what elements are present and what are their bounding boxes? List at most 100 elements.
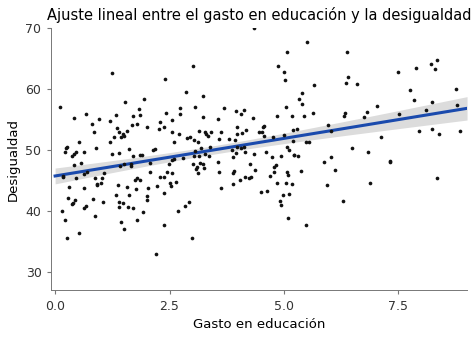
Point: [344, 75, 352, 80]
Point: [214, 116, 221, 122]
Point: [302, 222, 310, 227]
Point: [70, 162, 78, 168]
Point: [217, 186, 224, 191]
Point: [168, 130, 175, 135]
Point: [72, 149, 80, 154]
Point: [110, 135, 118, 140]
Point: [204, 134, 212, 139]
Point: [117, 164, 124, 169]
Point: [229, 170, 237, 176]
Point: [82, 203, 90, 208]
Point: [153, 183, 160, 189]
Point: [229, 182, 237, 187]
Point: [280, 69, 288, 74]
Point: [182, 89, 189, 94]
Point: [77, 160, 85, 165]
Point: [91, 214, 99, 219]
Point: [406, 88, 414, 93]
Point: [189, 63, 196, 68]
Point: [195, 154, 202, 159]
Point: [288, 113, 296, 118]
Point: [133, 175, 141, 180]
Point: [112, 192, 120, 198]
Point: [120, 134, 128, 139]
Point: [255, 129, 263, 135]
Point: [146, 170, 154, 175]
Point: [144, 197, 151, 203]
Point: [290, 152, 298, 158]
Point: [191, 148, 199, 153]
Point: [93, 182, 101, 187]
Point: [96, 116, 103, 121]
Point: [284, 173, 292, 178]
X-axis label: Gasto en educación: Gasto en educación: [192, 318, 325, 331]
Point: [228, 147, 236, 152]
Point: [156, 120, 164, 125]
Point: [124, 205, 132, 210]
Point: [115, 204, 123, 209]
Point: [373, 103, 381, 109]
Point: [364, 109, 371, 115]
Point: [115, 199, 123, 205]
Point: [199, 93, 207, 98]
Point: [452, 87, 459, 92]
Point: [297, 169, 305, 174]
Point: [348, 145, 356, 150]
Point: [174, 209, 182, 214]
Point: [274, 63, 282, 68]
Title: Ajuste lineal entre el gasto en educación y la desigualdad: Ajuste lineal entre el gasto en educació…: [46, 7, 471, 23]
Point: [293, 126, 301, 132]
Point: [58, 209, 65, 214]
Point: [207, 129, 214, 135]
Point: [82, 111, 90, 116]
Point: [258, 129, 265, 135]
Point: [377, 134, 384, 139]
Point: [106, 118, 113, 124]
Point: [331, 167, 338, 172]
Point: [263, 188, 271, 193]
Point: [289, 138, 297, 144]
Point: [190, 153, 198, 159]
Point: [281, 132, 288, 138]
Point: [194, 139, 202, 145]
Point: [56, 104, 64, 110]
Point: [327, 128, 335, 134]
Point: [453, 102, 461, 107]
Point: [136, 152, 144, 158]
Point: [133, 121, 141, 127]
Point: [128, 122, 136, 127]
Point: [365, 149, 372, 155]
Point: [88, 121, 95, 127]
Point: [131, 178, 139, 183]
Point: [277, 153, 284, 159]
Point: [63, 144, 70, 149]
Point: [394, 69, 401, 75]
Point: [288, 182, 295, 187]
Point: [191, 104, 199, 110]
Point: [247, 174, 255, 179]
Point: [300, 114, 308, 119]
Point: [121, 99, 128, 104]
Point: [272, 163, 279, 168]
Point: [124, 184, 131, 190]
Point: [236, 178, 244, 183]
Point: [181, 203, 189, 209]
Point: [117, 134, 125, 139]
Point: [191, 137, 198, 143]
Point: [115, 150, 123, 156]
Point: [310, 82, 318, 88]
Point: [71, 115, 78, 121]
Point: [306, 140, 313, 145]
Point: [433, 57, 441, 63]
Point: [260, 133, 267, 138]
Point: [129, 205, 137, 211]
Point: [59, 173, 67, 178]
Point: [135, 106, 142, 112]
Point: [456, 128, 464, 134]
Point: [127, 163, 134, 169]
Point: [386, 158, 394, 164]
Point: [324, 123, 332, 128]
Point: [415, 128, 423, 134]
Point: [70, 151, 77, 157]
Point: [160, 191, 167, 196]
